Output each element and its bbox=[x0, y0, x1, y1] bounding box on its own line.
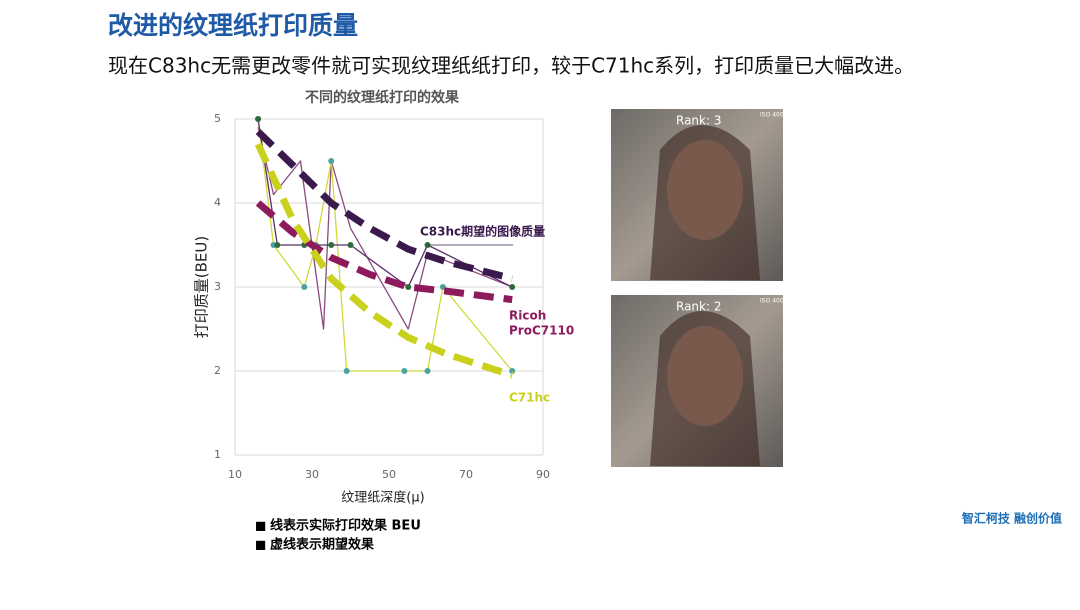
y-tick-label: 5 bbox=[214, 112, 221, 125]
point bbox=[347, 242, 354, 248]
bullet: ■ bbox=[255, 519, 266, 533]
series-label: C83hc期望的图像质量 bbox=[420, 224, 545, 239]
y-tick-label: 4 bbox=[214, 196, 221, 209]
photo: Rank: 2 ISO 400 bbox=[611, 295, 784, 467]
point bbox=[274, 242, 281, 248]
photo: Rank: 3 ISO 400 bbox=[611, 109, 784, 281]
y-tick-label: 3 bbox=[214, 280, 221, 293]
y-tick-label: 2 bbox=[214, 364, 221, 377]
series-label: ProC7110 bbox=[509, 324, 574, 338]
point bbox=[424, 368, 431, 374]
photo-hair bbox=[650, 311, 760, 466]
point bbox=[343, 368, 350, 374]
slide-subtitle: 现在C83hc无需更改零件就可实现纹理纸纸打印，较于C71hc系列，打印质量已大… bbox=[108, 54, 914, 78]
point bbox=[405, 284, 412, 290]
chart-title: 不同的纹理纸打印的效果 bbox=[305, 89, 460, 106]
expected-line bbox=[254, 142, 514, 379]
point bbox=[328, 242, 335, 248]
actual-line bbox=[257, 118, 513, 372]
x-tick-label: 90 bbox=[536, 468, 550, 481]
point bbox=[401, 368, 408, 374]
photo-rank: Rank: 3 bbox=[676, 114, 721, 128]
series-label: Ricoh bbox=[509, 309, 546, 323]
note: 虚线表示期望效果 bbox=[270, 537, 374, 553]
x-tick-label: 70 bbox=[459, 468, 473, 481]
x-tick-label: 10 bbox=[228, 468, 242, 481]
expected-line bbox=[255, 200, 513, 304]
note: 线表示实际打印效果 BEU bbox=[270, 518, 421, 534]
point bbox=[255, 116, 262, 122]
x-axis-label: 纹理纸深度(μ) bbox=[341, 490, 424, 506]
actual-line bbox=[257, 118, 513, 288]
point bbox=[509, 368, 516, 374]
point bbox=[509, 284, 516, 290]
x-tick-label: 50 bbox=[382, 468, 396, 481]
expected-line bbox=[255, 129, 514, 282]
point bbox=[328, 158, 335, 164]
y-tick-label: 1 bbox=[214, 448, 221, 461]
point bbox=[301, 284, 308, 290]
series-label: C71hc bbox=[509, 391, 550, 405]
y-axis-label: 打印质量(BEU) bbox=[193, 236, 211, 338]
footer-brand: 智汇柯技 融创价值 bbox=[961, 511, 1062, 526]
photo-iso: ISO 400 bbox=[760, 112, 784, 119]
bullet: ■ bbox=[255, 538, 266, 552]
photo-hair bbox=[650, 125, 760, 280]
photo-iso: ISO 400 bbox=[760, 298, 784, 305]
photo-rank: Rank: 2 bbox=[676, 300, 721, 314]
x-tick-label: 30 bbox=[305, 468, 319, 481]
plot: 1 2 3 4 5 10 30 50 70 90 C83hc期望的图像质量 RicohProC7110… bbox=[214, 112, 574, 481]
slide-title: 改进的纹理纸打印质量 bbox=[108, 11, 358, 40]
